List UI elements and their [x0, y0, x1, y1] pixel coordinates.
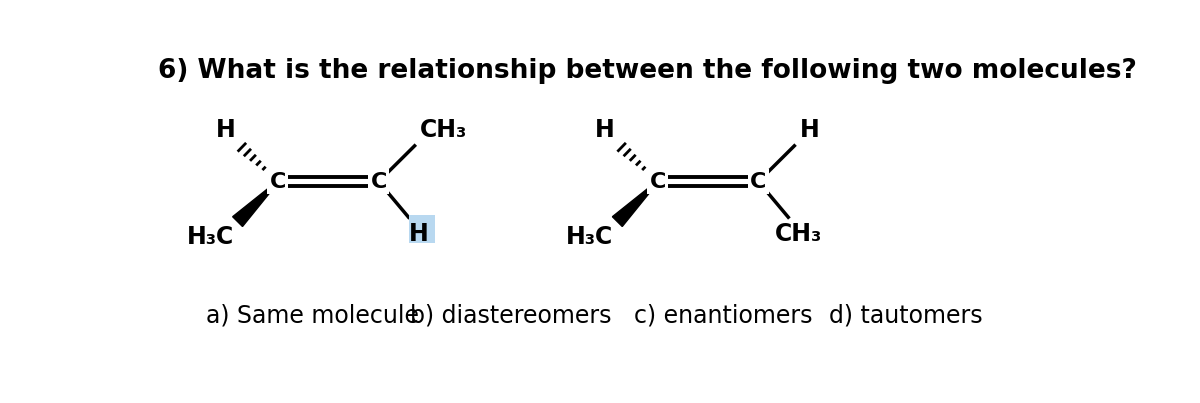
- Polygon shape: [612, 181, 658, 226]
- Text: CH₃: CH₃: [420, 118, 467, 141]
- Text: C: C: [270, 172, 286, 191]
- Text: a) Same molecule: a) Same molecule: [206, 303, 419, 328]
- FancyBboxPatch shape: [409, 216, 436, 243]
- Text: CH₃: CH₃: [775, 222, 822, 245]
- Text: c) enantiomers: c) enantiomers: [634, 303, 812, 328]
- Text: H: H: [409, 222, 428, 245]
- Text: b) diastereomers: b) diastereomers: [410, 303, 612, 328]
- Text: C: C: [750, 172, 767, 191]
- Text: H₃C: H₃C: [566, 225, 613, 249]
- Text: H₃C: H₃C: [186, 225, 234, 249]
- Text: H: H: [216, 118, 235, 141]
- Text: d) tautomers: d) tautomers: [829, 303, 983, 328]
- Text: C: C: [649, 172, 666, 191]
- Polygon shape: [233, 181, 278, 226]
- Text: H: H: [799, 118, 820, 141]
- Text: 6) What is the relationship between the following two molecules?: 6) What is the relationship between the …: [157, 58, 1136, 84]
- Text: C: C: [371, 172, 386, 191]
- Text: H: H: [595, 118, 616, 141]
